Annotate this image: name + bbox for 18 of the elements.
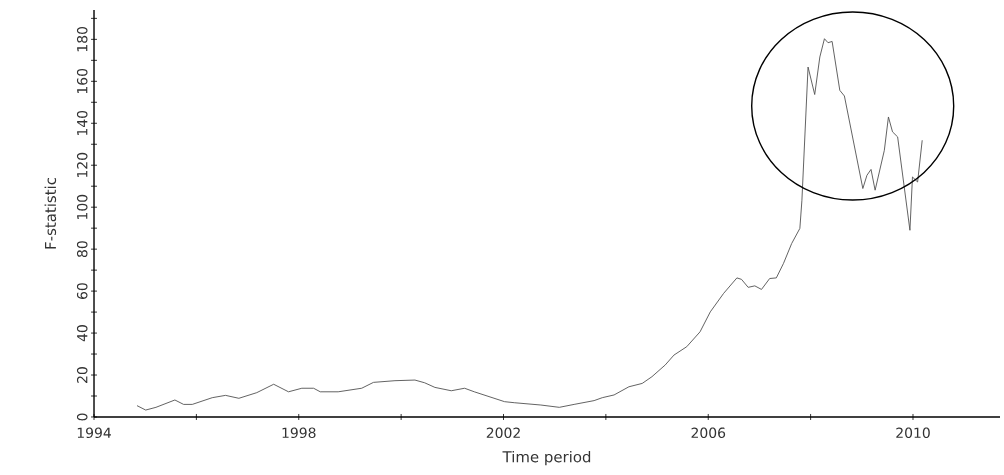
y-tick-label: 160 xyxy=(76,68,88,94)
y-tick-label: 120 xyxy=(76,152,88,178)
y-tick-label: 140 xyxy=(76,110,88,136)
x-tick-label: 2002 xyxy=(486,427,520,439)
y-axis-title: F-statistic xyxy=(44,178,57,249)
x-tick-label: 1998 xyxy=(282,427,316,439)
y-tick-label: 40 xyxy=(76,325,88,342)
y-tick-label: 180 xyxy=(76,26,88,52)
line-series xyxy=(136,38,923,411)
y-tick-label: 0 xyxy=(76,413,88,421)
x-tick-label: 2010 xyxy=(896,427,930,439)
x-axis-title: Time period xyxy=(502,450,591,466)
y-tick-label: 20 xyxy=(76,367,88,383)
y-tick-label: 80 xyxy=(76,241,88,258)
x-tick-label: 2006 xyxy=(691,427,726,439)
x-tick-label: 1994 xyxy=(77,427,111,439)
y-tick-label: 100 xyxy=(76,194,88,219)
y-tick-label: 60 xyxy=(76,283,88,300)
